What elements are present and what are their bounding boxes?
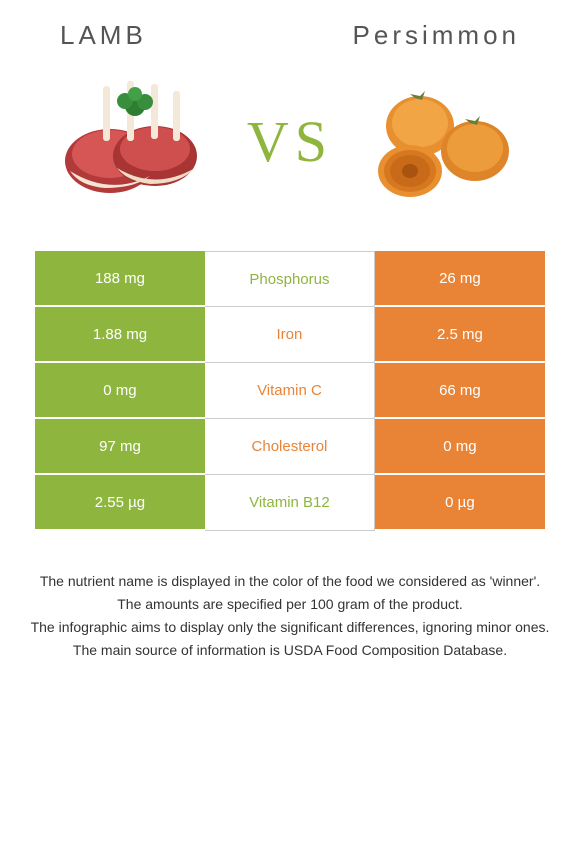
vs-text: VS bbox=[247, 108, 333, 175]
table-row: 2.55 µgVitamin B120 µg bbox=[35, 475, 545, 531]
cell-right: 26 mg bbox=[375, 251, 545, 307]
persimmon-icon bbox=[360, 76, 520, 206]
table-row: 97 mgCholesterol0 mg bbox=[35, 419, 545, 475]
title-left: LAMB bbox=[60, 20, 147, 51]
table-row: 188 mgPhosphorus26 mg bbox=[35, 251, 545, 307]
table-row: 0 mgVitamin C66 mg bbox=[35, 363, 545, 419]
persimmon-image bbox=[350, 71, 530, 211]
nutrient-table: 188 mgPhosphorus26 mg1.88 mgIron2.5 mg0 … bbox=[35, 251, 545, 531]
cell-left: 1.88 mg bbox=[35, 307, 205, 363]
footer-line-1: The nutrient name is displayed in the co… bbox=[30, 571, 550, 592]
header: LAMB Persimmon bbox=[20, 20, 560, 51]
footer-line-4: The main source of information is USDA F… bbox=[30, 640, 550, 661]
cell-left: 0 mg bbox=[35, 363, 205, 419]
images-row: VS bbox=[20, 71, 560, 211]
cell-left: 2.55 µg bbox=[35, 475, 205, 531]
footer: The nutrient name is displayed in the co… bbox=[20, 571, 560, 661]
title-right: Persimmon bbox=[353, 20, 520, 51]
cell-right: 66 mg bbox=[375, 363, 545, 419]
cell-left: 97 mg bbox=[35, 419, 205, 475]
footer-line-2: The amounts are specified per 100 gram o… bbox=[30, 594, 550, 615]
cell-mid: Phosphorus bbox=[205, 251, 375, 307]
cell-mid: Iron bbox=[205, 307, 375, 363]
cell-mid: Vitamin C bbox=[205, 363, 375, 419]
cell-left: 188 mg bbox=[35, 251, 205, 307]
cell-mid: Vitamin B12 bbox=[205, 475, 375, 531]
footer-line-3: The infographic aims to display only the… bbox=[30, 617, 550, 638]
cell-right: 0 µg bbox=[375, 475, 545, 531]
lamb-icon bbox=[55, 76, 225, 206]
table-row: 1.88 mgIron2.5 mg bbox=[35, 307, 545, 363]
lamb-image bbox=[50, 71, 230, 211]
cell-right: 0 mg bbox=[375, 419, 545, 475]
cell-right: 2.5 mg bbox=[375, 307, 545, 363]
cell-mid: Cholesterol bbox=[205, 419, 375, 475]
